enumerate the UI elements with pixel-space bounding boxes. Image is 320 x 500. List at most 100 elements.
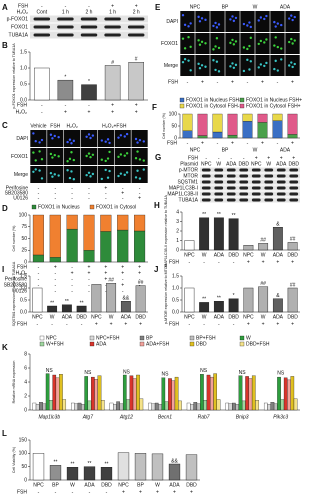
bar <box>171 380 176 411</box>
cell <box>274 25 277 28</box>
cell <box>40 138 44 142</box>
condition-value: W <box>216 161 221 167</box>
condition-value: - <box>54 195 56 201</box>
significance-mark: ** <box>88 461 92 467</box>
condition-value: 2 h <box>86 9 93 15</box>
blot-band <box>201 198 211 202</box>
blot-band <box>201 174 211 178</box>
bar <box>77 402 82 411</box>
cell <box>273 44 276 47</box>
condition-name: FSH <box>188 155 198 161</box>
x-tick-label: NPC <box>184 314 195 320</box>
condition-value: - <box>89 489 91 495</box>
blot-band <box>127 25 145 29</box>
cell <box>123 154 126 157</box>
bar-segment <box>227 113 238 136</box>
x-tick-label: ADA <box>273 314 284 320</box>
y-tick-label: 0.0 <box>172 309 179 315</box>
y-tick-label: 0.0 <box>20 309 27 315</box>
blot-band <box>289 174 299 178</box>
condition-value: DBD <box>238 161 249 167</box>
significance-mark: ** <box>232 213 236 219</box>
significance-mark: NS <box>200 368 208 374</box>
condition-value: + <box>104 185 107 191</box>
cell <box>229 41 232 45</box>
significance-mark: ** <box>71 462 75 468</box>
blot-band <box>80 17 98 21</box>
blot-band <box>104 25 121 29</box>
blot-band <box>289 186 299 190</box>
bar-segment <box>272 113 283 121</box>
x-tick-label: DBD <box>135 314 146 320</box>
cell <box>257 42 260 46</box>
condition-value: + <box>276 321 279 327</box>
micrograph <box>30 130 47 147</box>
cell <box>72 158 76 162</box>
bar <box>290 376 295 411</box>
blot-band <box>201 186 211 190</box>
cell <box>242 22 246 26</box>
column-header: W <box>253 4 258 10</box>
micrograph <box>285 11 300 32</box>
bar-segment <box>272 120 283 139</box>
cell <box>51 137 54 140</box>
condition-value: - <box>105 288 107 294</box>
bar-segment <box>212 131 223 139</box>
condition-value: 1 h <box>109 9 116 15</box>
cell <box>291 18 294 22</box>
panel-label: D <box>2 204 8 213</box>
cell <box>249 60 252 63</box>
y-tick-label: 50 <box>21 464 27 470</box>
row-label: FOXO1 <box>161 41 178 47</box>
cell <box>136 169 139 172</box>
condition-value: - <box>71 282 73 288</box>
cell <box>204 65 207 68</box>
micrograph <box>225 33 240 54</box>
blot-band <box>214 168 224 172</box>
cell <box>215 60 219 63</box>
bar <box>32 453 45 481</box>
condition-value: + <box>104 270 107 276</box>
cell <box>104 168 107 172</box>
y-tick-label: 0.5 <box>20 81 27 87</box>
bar <box>273 403 278 411</box>
condition-value: + <box>267 155 270 161</box>
bar <box>216 399 221 411</box>
bar <box>190 404 194 411</box>
group-label: BP <box>222 147 229 153</box>
micrograph <box>47 130 64 147</box>
condition-value: - <box>38 185 40 191</box>
cell <box>38 169 41 172</box>
blot-band <box>127 17 145 21</box>
bar-segment <box>134 230 146 263</box>
legend-label: BP+FSH <box>196 335 216 341</box>
cell <box>181 60 185 64</box>
condition-value: + <box>121 264 124 270</box>
micrograph <box>30 166 47 183</box>
legend-label: W+FSH <box>46 341 64 347</box>
condition-value: + <box>276 259 279 265</box>
cell <box>40 158 44 161</box>
x-tick-label: BP <box>137 482 144 488</box>
cell <box>280 58 283 61</box>
y-tick-label: 2 <box>24 393 27 399</box>
significance-mark: ** <box>80 300 84 306</box>
condition-value: - <box>71 185 73 191</box>
cell <box>57 155 60 158</box>
condition-value: - <box>105 282 107 288</box>
y-tick-label: 0 <box>24 259 27 265</box>
significance-mark: * <box>64 74 66 80</box>
y-tick-label: 6 <box>24 365 27 371</box>
significance-mark: ## <box>290 237 296 243</box>
condition-value: + <box>190 489 193 495</box>
micrograph <box>64 166 81 183</box>
micrograph <box>255 11 270 32</box>
blot-band <box>226 198 236 202</box>
bar <box>193 402 198 411</box>
y-tick-label: 50 <box>21 236 27 242</box>
cell <box>246 47 249 51</box>
bar <box>84 376 89 411</box>
bar <box>32 402 37 411</box>
condition-value: + <box>292 155 295 161</box>
cell <box>249 25 252 29</box>
